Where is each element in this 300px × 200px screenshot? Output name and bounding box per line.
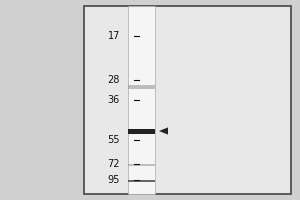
Bar bbox=[128, 164, 154, 166]
Text: 55: 55 bbox=[107, 135, 120, 145]
Bar bbox=[128, 129, 154, 134]
Text: 28: 28 bbox=[108, 75, 120, 85]
Bar bbox=[128, 6, 154, 194]
Polygon shape bbox=[159, 127, 168, 135]
Bar bbox=[128, 180, 154, 182]
Bar bbox=[84, 6, 291, 194]
Text: 17: 17 bbox=[108, 31, 120, 41]
Text: 36: 36 bbox=[108, 95, 120, 105]
Text: 72: 72 bbox=[107, 159, 120, 169]
Bar bbox=[128, 85, 154, 89]
Text: 95: 95 bbox=[108, 175, 120, 185]
